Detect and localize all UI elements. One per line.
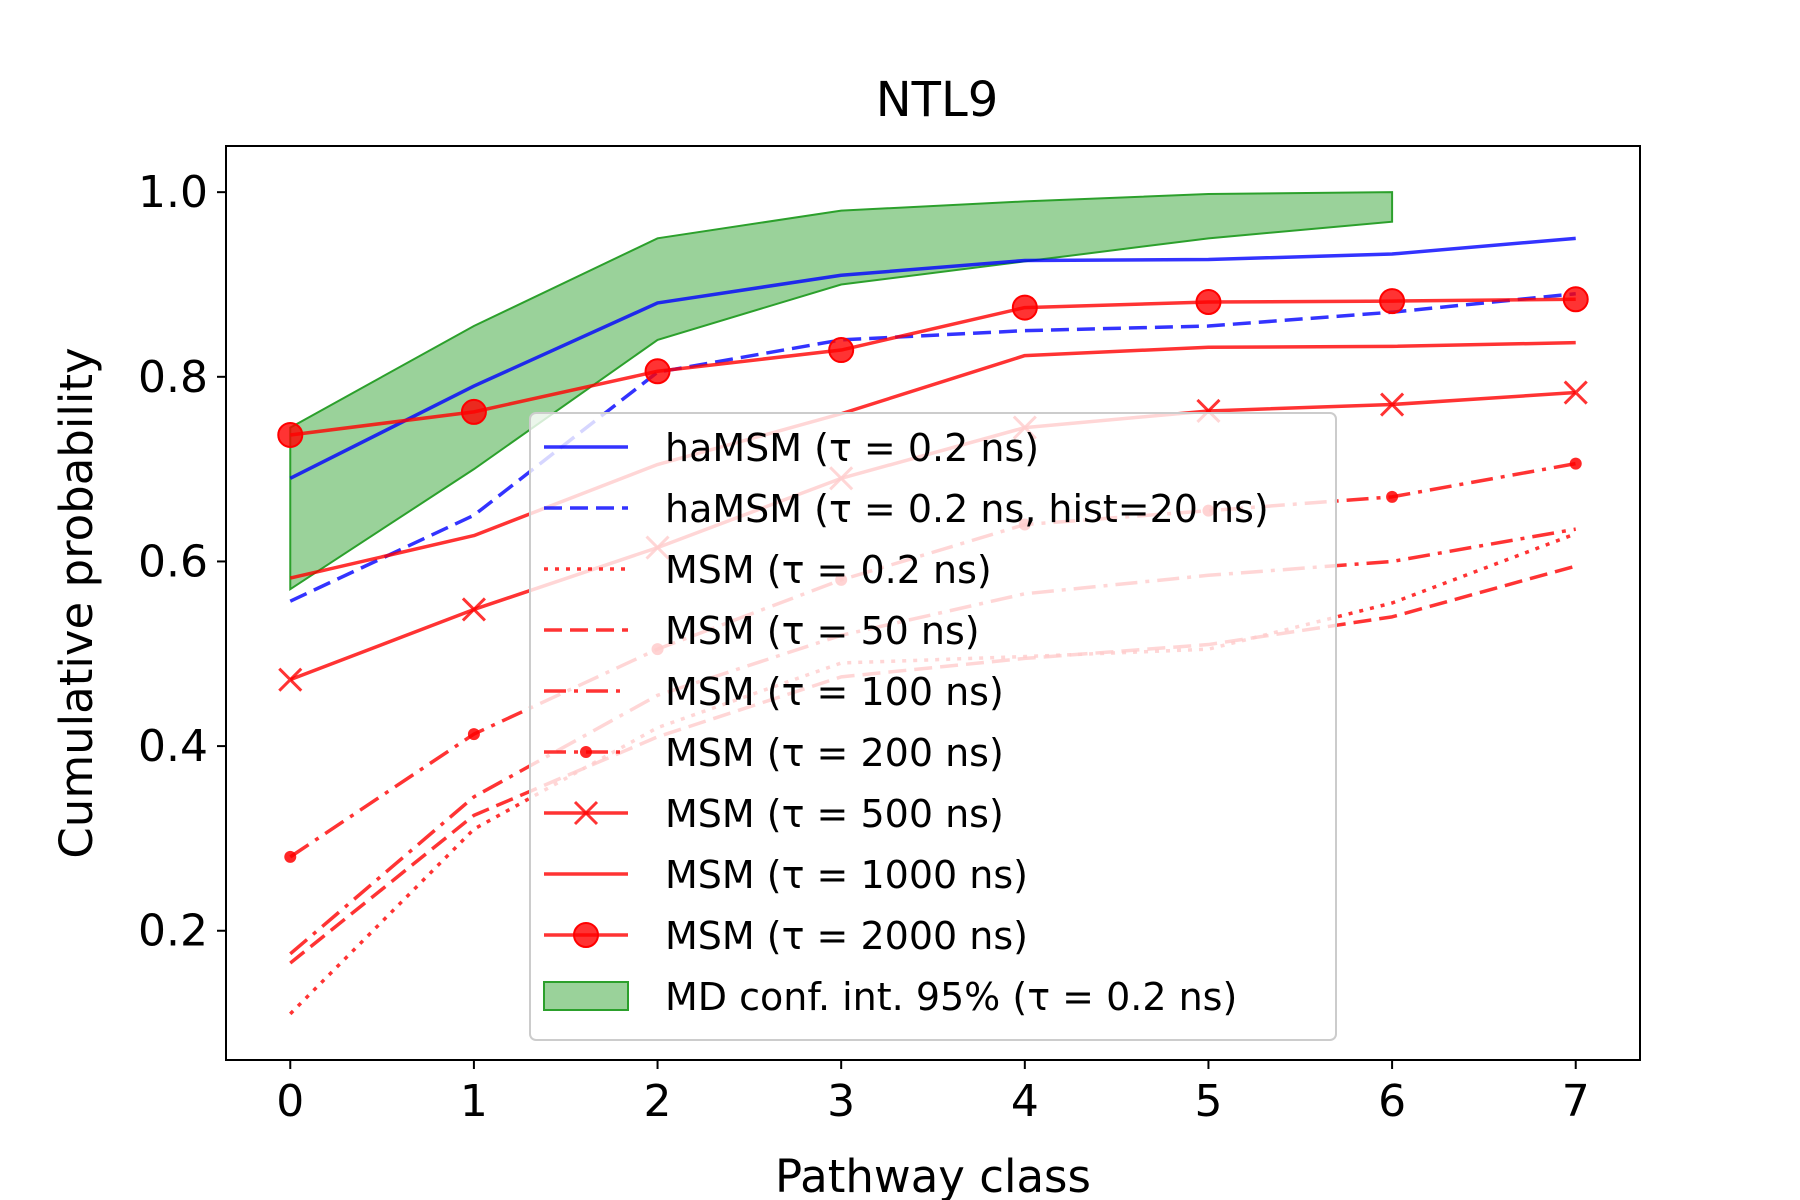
legend-label: MSM (τ = 200 ns) <box>665 731 1004 775</box>
x-tick-label: 6 <box>1378 1076 1406 1127</box>
series-line-3 <box>289 564 1577 965</box>
legend-item: haMSM (τ = 0.2 ns, hist=20 ns) <box>544 487 1269 531</box>
legend-item: MSM (τ = 500 ns) <box>544 792 1004 836</box>
data-point-5-7 <box>1569 457 1582 470</box>
data-point-6-6 <box>1380 392 1405 417</box>
data-point-8-6 <box>1379 288 1406 315</box>
y-axis-ticks: 0.2 0.4 0.6 0.8 1.0 <box>138 167 226 957</box>
legend: haMSM (τ = 0.2 ns) haMSM (τ = 0.2 ns, his… <box>529 412 1337 1041</box>
legend-item: MSM (τ = 50 ns) <box>544 609 980 653</box>
series-line-1 <box>289 291 1576 603</box>
legend-item: haMSM (τ = 0.2 ns) <box>544 426 1039 470</box>
legend-item: MSM (τ = 2000 ns) <box>544 914 1028 958</box>
plot-frame <box>225 145 1641 1061</box>
data-point-8-1 <box>460 398 487 425</box>
series-line-8 <box>290 297 1576 437</box>
y-tick-label: 0.4 <box>138 721 208 772</box>
x-tick-label: 0 <box>276 1076 304 1127</box>
legend-item: MSM (τ = 1000 ns) <box>544 853 1028 897</box>
data-point-8-0 <box>277 421 304 448</box>
data-point-8-7 <box>1562 286 1589 313</box>
legend-label: MSM (τ = 2000 ns) <box>665 914 1028 958</box>
legend-marker <box>573 922 599 948</box>
x-tick-label: 5 <box>1194 1076 1222 1127</box>
y-axis-label: Cumulative probability <box>50 347 103 858</box>
data-point-8-4 <box>1011 294 1038 321</box>
x-tick-label: 1 <box>460 1076 488 1127</box>
legend-swatch <box>543 981 629 1011</box>
y-tick-label: 0.2 <box>138 906 208 957</box>
legend-label: MD conf. int. 95% (τ = 0.2 ns) <box>665 975 1237 1019</box>
x-tick-label: 2 <box>644 1076 672 1127</box>
data-point-5-1 <box>467 728 480 741</box>
legend-label: MSM (τ = 100 ns) <box>665 670 1004 714</box>
data-point-5-0 <box>284 850 297 863</box>
chart-title: NTL9 <box>876 72 999 128</box>
data-point-6-7 <box>1563 380 1588 405</box>
y-tick-label: 0.6 <box>138 536 208 587</box>
x-axis-label: Pathway class <box>775 1150 1091 1200</box>
legend-label: MSM (τ = 0.2 ns) <box>665 548 992 592</box>
data-point-8-5 <box>1195 289 1222 316</box>
legend-label: haMSM (τ = 0.2 ns, hist=20 ns) <box>665 487 1269 531</box>
legend-label: MSM (τ = 500 ns) <box>665 792 1004 836</box>
x-tick-label: 4 <box>1011 1076 1039 1127</box>
x-tick-label: 7 <box>1562 1076 1590 1127</box>
data-point-5-6 <box>1386 490 1399 503</box>
series-line-0 <box>289 236 1576 480</box>
legend-label: MSM (τ = 50 ns) <box>665 609 980 653</box>
series-line-2 <box>289 532 1577 1016</box>
data-point-8-3 <box>828 337 855 364</box>
data-point-6-0 <box>278 667 303 692</box>
legend-item: MD conf. int. 95% (τ = 0.2 ns) <box>543 975 1237 1019</box>
legend-marker <box>573 800 599 826</box>
x-axis-ticks: 0 1 2 3 4 5 6 7 <box>276 1060 1590 1127</box>
legend-item: MSM (τ = 100 ns) <box>544 670 1004 714</box>
legend-label: haMSM (τ = 0.2 ns) <box>665 426 1039 470</box>
y-tick-label: 1.0 <box>138 167 208 218</box>
legend-item: MSM (τ = 200 ns) <box>544 731 1004 775</box>
x-tick-label: 3 <box>827 1076 855 1127</box>
legend-box <box>529 412 1337 1041</box>
y-tick-label: 0.8 <box>138 352 208 403</box>
series-line-7 <box>289 340 1576 580</box>
legend-item: MSM (τ = 0.2 ns) <box>544 548 992 592</box>
legend-label: MSM (τ = 1000 ns) <box>665 853 1028 897</box>
data-point-8-2 <box>644 358 671 385</box>
legend-marker <box>580 746 592 758</box>
data-point-6-1 <box>461 597 486 622</box>
